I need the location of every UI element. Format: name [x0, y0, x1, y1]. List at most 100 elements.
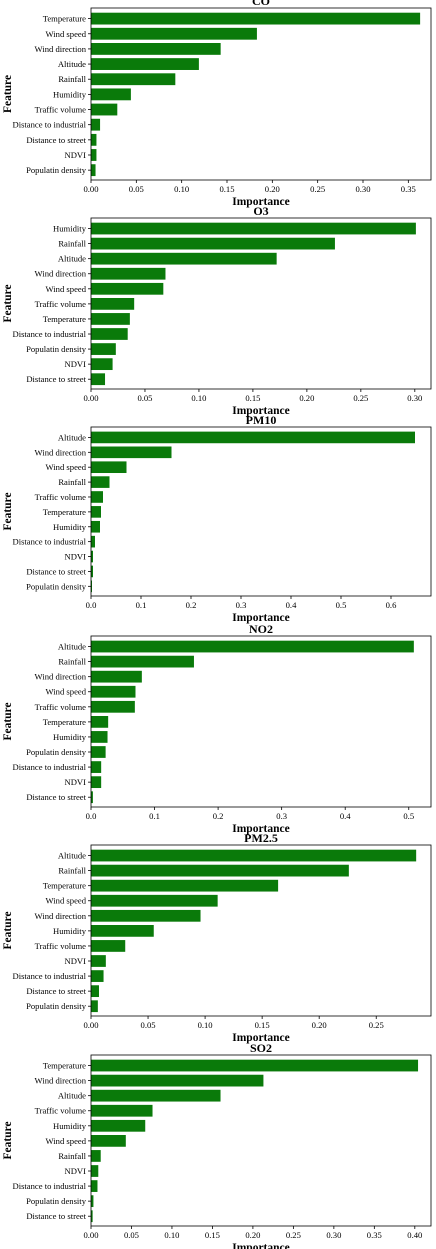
y-tick-label: Wind speed [46, 462, 87, 472]
x-tick-label: 0.0 [86, 811, 97, 821]
x-axis-label: Importance [232, 823, 290, 835]
bar [91, 520, 100, 533]
y-axis-label: Feature [2, 911, 14, 949]
x-tick-label: 0.3 [236, 600, 247, 610]
y-tick-label: Wind speed [46, 1136, 87, 1146]
y-tick-label: Altitude [58, 254, 86, 264]
y-tick-label: Rainfall [58, 866, 86, 876]
bar [91, 1104, 153, 1117]
y-axis-label: Feature [2, 75, 14, 113]
y-tick-label: NDVI [65, 777, 87, 787]
bar [91, 940, 126, 952]
y-tick-label: Rainfall [58, 657, 86, 667]
x-tick-label: 0.20 [245, 1230, 260, 1240]
x-tick-label: 0.15 [205, 1230, 220, 1240]
y-tick-label: Humidity [53, 1121, 87, 1131]
plot-frame [90, 844, 432, 1017]
x-tick-label: 0.4 [286, 600, 297, 610]
bar [91, 685, 136, 698]
y-tick-label: Traffic volume [35, 492, 87, 502]
x-tick-label: 0.0 [86, 600, 97, 610]
plot-frame [90, 7, 432, 181]
y-tick-label: NDVI [65, 1166, 87, 1176]
chart-title: PM10 [246, 413, 277, 427]
y-tick-label: Distance to industrial [12, 329, 86, 339]
y-tick-label: Populatin density [26, 344, 87, 354]
x-tick-label: 0.10 [164, 1230, 179, 1240]
bar [91, 149, 97, 161]
x-tick-label: 0.20 [299, 393, 314, 403]
chart-title: PM2.5 [244, 831, 278, 845]
bar [91, 1119, 146, 1132]
chart-panel-2: PM10 Altitude Wind direction Wind speed Rain… [2, 413, 432, 624]
y-tick-label: Temperature [43, 14, 86, 24]
y-tick-label: Rainfall [58, 477, 86, 487]
bar [91, 222, 416, 235]
x-tick-label: 0.35 [401, 184, 416, 194]
bar [91, 267, 166, 280]
x-tick-label: 0.20 [312, 1020, 327, 1030]
x-axis-label: Importance [232, 196, 290, 208]
y-tick-label: Wind direction [35, 1076, 87, 1086]
bar [91, 73, 176, 86]
y-tick-label: Wind direction [35, 44, 87, 54]
bar [91, 716, 109, 728]
x-tick-label: 0.6 [386, 600, 397, 610]
bar [91, 909, 201, 922]
bar [91, 985, 99, 998]
bar [91, 27, 257, 40]
y-tick-label: Distance to street [26, 986, 86, 996]
bar [91, 133, 97, 146]
bar [91, 1000, 98, 1013]
x-tick-label: 0.2 [213, 811, 224, 821]
y-tick-label: Distance to street [26, 566, 86, 576]
x-tick-label: 0.2 [186, 600, 197, 610]
bar [91, 282, 164, 295]
bar [91, 461, 127, 474]
chart-panel-4: PM2.5 Altitude Rainfall Temperature Wind spe… [2, 831, 432, 1044]
y-tick-label: Altitude [58, 1091, 86, 1101]
chart-title: NO2 [249, 622, 273, 636]
bar [91, 343, 116, 355]
bar [91, 670, 142, 683]
bar [91, 849, 417, 862]
bar [91, 12, 421, 25]
x-tick-label: 0.4 [340, 811, 351, 821]
bar [91, 1059, 419, 1072]
y-tick-label: Rainfall [58, 239, 86, 249]
plot-frame [90, 635, 432, 808]
y-tick-label: NDVI [65, 956, 87, 966]
y-tick-label: Humidity [53, 522, 87, 532]
y-tick-label: Distance to street [26, 135, 86, 145]
x-tick-label: 0.05 [137, 393, 152, 403]
plot-frame [90, 426, 432, 597]
y-tick-label: Altitude [58, 851, 86, 861]
y-tick-label: Altitude [58, 59, 86, 69]
x-tick-label: 0.5 [336, 600, 347, 610]
bar [91, 298, 135, 310]
bar [91, 43, 221, 55]
y-tick-label: Wind direction [35, 911, 87, 921]
chart-title: SO2 [250, 1041, 272, 1055]
x-axis-label: Importance [232, 1242, 290, 1249]
x-tick-label: 0.25 [369, 1020, 384, 1030]
bar [91, 1165, 99, 1177]
bar [91, 1135, 126, 1147]
y-tick-label: Temperature [43, 1061, 86, 1071]
bar [91, 118, 101, 131]
bar [91, 776, 102, 789]
x-tick-label: 0.5 [403, 811, 414, 821]
bar [91, 655, 194, 668]
bar [91, 358, 113, 371]
y-axis-label: Feature [2, 702, 14, 740]
x-tick-label: 0.05 [124, 1230, 139, 1240]
x-tick-label: 0.05 [141, 1020, 156, 1030]
x-tick-label: 0.00 [83, 1230, 98, 1240]
x-tick-label: 0.40 [407, 1230, 422, 1240]
bar [91, 328, 128, 340]
bar [91, 879, 279, 892]
y-tick-label: Traffic volume [35, 105, 87, 115]
y-tick-label: Distance to street [26, 1211, 86, 1221]
y-tick-label: Altitude [58, 642, 86, 652]
